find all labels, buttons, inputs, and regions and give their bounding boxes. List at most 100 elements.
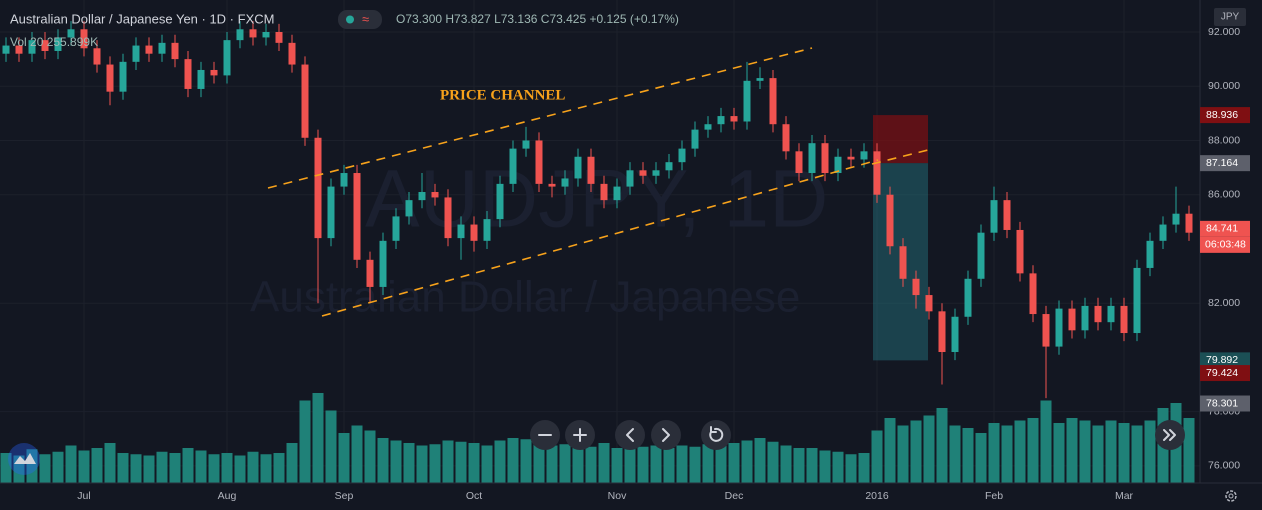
status-icon: ≈ xyxy=(362,11,369,26)
candle-body xyxy=(1159,224,1167,241)
volume-bar xyxy=(728,443,740,483)
volume-bar xyxy=(546,445,558,483)
zoom-out[interactable] xyxy=(530,420,560,450)
volume-bar xyxy=(299,400,311,483)
volume-bar xyxy=(1183,418,1195,483)
volume-bar xyxy=(1014,420,1026,483)
volume-bar xyxy=(78,450,90,483)
volume-bar xyxy=(1118,423,1130,483)
volume-bar xyxy=(936,408,948,483)
candle-body xyxy=(626,170,634,187)
price-marker-label: 79.892 xyxy=(1206,354,1238,366)
candle-body xyxy=(1016,229,1024,274)
volume-bar xyxy=(1144,420,1156,483)
annotation: PRICE CHANNEL xyxy=(440,87,565,103)
x-tick-label: Oct xyxy=(466,490,482,502)
volume-pane xyxy=(0,393,1195,483)
volume-bar xyxy=(507,438,519,483)
y-tick-label: 82.000 xyxy=(1208,297,1240,309)
candle-body xyxy=(145,45,153,54)
price-marker xyxy=(1200,155,1250,172)
candle-body xyxy=(964,278,972,317)
price-marker xyxy=(1200,352,1250,369)
candle-body xyxy=(470,224,478,241)
watermark-subtitle: Australian Dollar / Japanese xyxy=(250,273,800,322)
scroll-right[interactable] xyxy=(651,420,681,450)
candle-body xyxy=(769,78,777,125)
price-marker-label: 84.741 xyxy=(1206,223,1238,235)
currency-badge[interactable] xyxy=(1214,8,1246,26)
candle-body xyxy=(912,278,920,296)
candle-body xyxy=(951,316,959,353)
candle-body xyxy=(236,29,244,41)
volume-bar xyxy=(377,438,389,483)
candle-body xyxy=(1107,305,1115,323)
logo[interactable] xyxy=(8,443,40,475)
candle-body xyxy=(483,219,491,241)
candle-body xyxy=(223,40,231,76)
candle-body xyxy=(132,45,140,62)
price-marker-label: 87.164 xyxy=(1206,157,1238,169)
candle-body xyxy=(275,32,283,43)
candle-body xyxy=(1055,308,1063,347)
volume-bar xyxy=(832,451,844,483)
zoom-in[interactable] xyxy=(565,420,595,450)
volume-bar xyxy=(572,445,584,483)
candle-body xyxy=(873,151,881,195)
candle-body xyxy=(600,183,608,201)
candle-body xyxy=(93,48,101,65)
candle-body xyxy=(847,156,855,160)
x-tick-label: Sep xyxy=(335,490,354,502)
volume-bar xyxy=(1040,400,1052,483)
candle-body xyxy=(210,69,218,76)
volume-bar xyxy=(676,445,688,483)
volume-bar xyxy=(520,439,532,483)
candle-body xyxy=(28,40,36,54)
x-tick-label: Mar xyxy=(1115,490,1134,502)
scroll-to-latest[interactable] xyxy=(1155,420,1185,450)
volume-bar xyxy=(663,448,675,483)
price-marker xyxy=(1200,365,1250,382)
candle-body xyxy=(1133,267,1141,334)
volume-bar xyxy=(533,443,545,483)
settings[interactable] xyxy=(1225,490,1237,502)
volume-bar xyxy=(364,430,376,483)
candle-body xyxy=(431,192,439,198)
volume-bar xyxy=(52,451,64,483)
price-marker-label: 78.301 xyxy=(1206,397,1238,409)
candle-body xyxy=(834,156,842,174)
candle-body xyxy=(574,156,582,179)
status-pill[interactable] xyxy=(338,10,382,29)
channel-upper xyxy=(267,47,813,189)
candle-body xyxy=(1003,200,1011,230)
symbol-title: Australian Dollar / Japanese Yen · 1D · … xyxy=(10,11,274,26)
scroll-left[interactable] xyxy=(615,420,645,450)
candle-body xyxy=(15,45,23,54)
candle-body xyxy=(743,80,751,122)
volume-bar xyxy=(598,443,610,483)
volume-bar xyxy=(468,443,480,483)
volume-bar xyxy=(13,455,25,483)
candle-body xyxy=(1081,305,1089,331)
candle-body xyxy=(327,186,335,239)
y-tick-label: 90.000 xyxy=(1208,80,1240,92)
volume-bar xyxy=(1027,418,1039,483)
volume-bar xyxy=(793,448,805,483)
volume-bar xyxy=(1066,418,1078,483)
volume-bar xyxy=(65,445,77,483)
reset-chart[interactable] xyxy=(701,420,731,450)
candle-body xyxy=(1120,305,1128,334)
volume-bar xyxy=(455,441,467,483)
candle-body xyxy=(652,170,660,176)
candle-body xyxy=(1146,240,1154,268)
candle-body xyxy=(158,42,166,54)
volume-bar xyxy=(195,450,207,483)
volume-bar xyxy=(858,453,870,483)
candle-body xyxy=(288,42,296,65)
candle-body xyxy=(795,151,803,174)
price-channel xyxy=(267,47,929,317)
volume-bar xyxy=(39,454,51,483)
candle-body xyxy=(730,116,738,122)
volume-bar xyxy=(767,441,779,483)
